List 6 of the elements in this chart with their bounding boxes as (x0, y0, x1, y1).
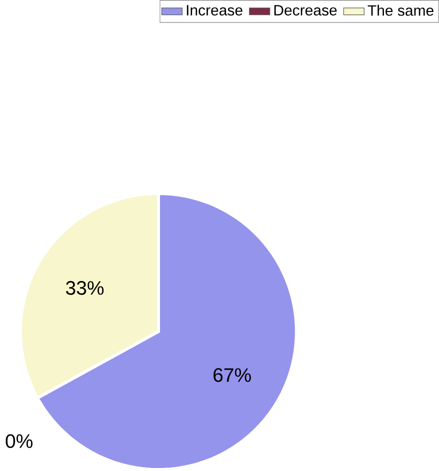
data-label: 33% (66, 281, 104, 295)
legend-label: The same (368, 4, 434, 16)
legend-label: Increase (186, 5, 242, 16)
data-label: 67% (214, 368, 251, 382)
legend-label: Decrease (274, 5, 337, 16)
text: 0% (6, 434, 33, 448)
